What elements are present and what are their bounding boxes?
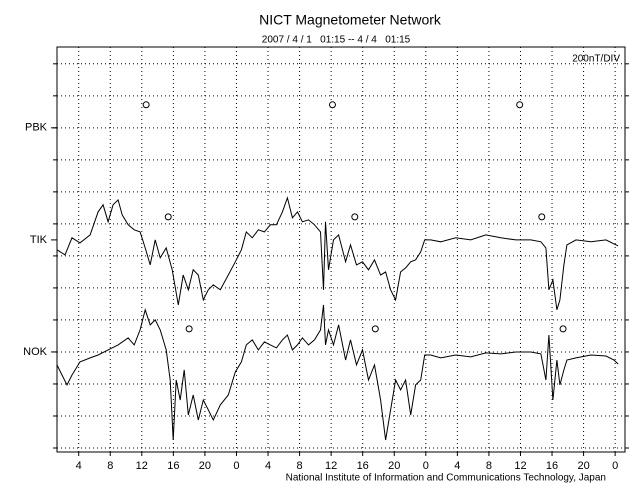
x-tick-label: 4 bbox=[76, 460, 82, 472]
trace-line bbox=[56, 196, 619, 310]
chart-title: NICT Magnetometer Network bbox=[259, 12, 442, 28]
x-tick-label: 20 bbox=[577, 460, 589, 472]
marker bbox=[185, 325, 193, 333]
x-tick-label: 4 bbox=[454, 460, 460, 472]
x-tick-label: 8 bbox=[297, 460, 303, 472]
plot-frame bbox=[56, 46, 626, 453]
x-tick-label: 0 bbox=[423, 460, 429, 472]
y-tick-label: TIK bbox=[30, 234, 48, 246]
chart-subtitle: 2007 / 4 / 1 01:15 -- 4 / 4 01:15 bbox=[262, 35, 411, 46]
marker bbox=[142, 101, 150, 109]
x-tick-label: 20 bbox=[388, 460, 400, 472]
x-tick-label: 16 bbox=[357, 460, 369, 472]
marker bbox=[371, 325, 379, 333]
x-tick-label: 4 bbox=[265, 460, 271, 472]
marker bbox=[328, 101, 336, 109]
x-tick-label: 16 bbox=[546, 460, 558, 472]
scale-label: 200nT/DIV bbox=[572, 54, 620, 65]
marker bbox=[538, 213, 546, 221]
marker bbox=[351, 213, 359, 221]
y-tick-label: PBK bbox=[25, 122, 48, 134]
x-tick-label: 0 bbox=[233, 460, 239, 472]
marker bbox=[164, 213, 172, 221]
x-tick-label: 0 bbox=[612, 460, 618, 472]
x-tick-label: 20 bbox=[199, 460, 211, 472]
x-tick-label: 12 bbox=[325, 460, 337, 472]
x-tick-label: 16 bbox=[167, 460, 179, 472]
x-tick-label: 12 bbox=[514, 460, 526, 472]
marker bbox=[516, 101, 524, 109]
x-tick-label: 8 bbox=[107, 460, 113, 472]
trace-line bbox=[56, 304, 619, 441]
footer: National Institute of Information and Co… bbox=[286, 473, 606, 484]
y-tick-label: NOK bbox=[23, 346, 48, 358]
x-tick-label: 12 bbox=[136, 460, 148, 472]
x-tick-label: 8 bbox=[486, 460, 492, 472]
marker bbox=[559, 325, 567, 333]
